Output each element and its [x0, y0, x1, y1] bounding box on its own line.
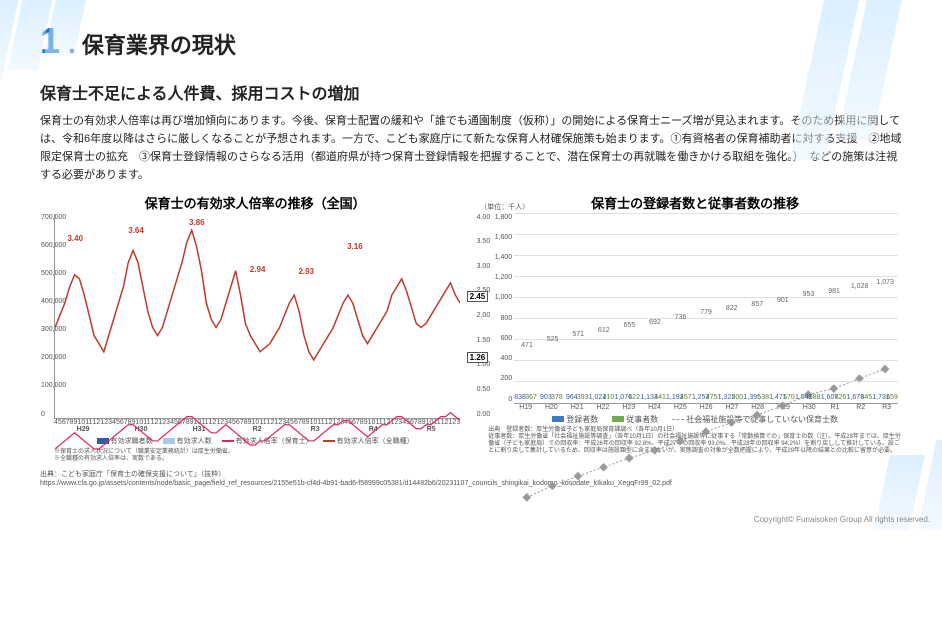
x-axis-right: H19H20H21H22H23H24H25H26H27H28H29H30R1R2…: [514, 404, 898, 411]
unit-label: （単位：千人）: [480, 202, 529, 212]
left-chart-column: 保育士の有効求人倍率の推移（全国） 700,000600,000500,0004…: [40, 193, 470, 465]
subtitle: 保育士不足による人件費、採用コストの増加: [0, 72, 942, 108]
page-header: 1 . 保育業界の現状: [0, 0, 942, 72]
right-chart-legend: 登録者数従事者数社会福祉施設等で従事していない保育士数: [488, 414, 902, 425]
right-chart-title: 保育士の登録者数と従事者数の推移: [488, 193, 902, 212]
right-chart-column: 保育士の登録者数と従事者数の推移 （単位：千人） 1,8001,6001,400…: [488, 193, 902, 465]
y-axis-right: 1,8001,6001,4001,2001,0008006004002000: [488, 214, 512, 403]
left-chart-area: 700,000600,000500,000400,000300,000200,0…: [54, 214, 460, 419]
right-footnote: 出典 登録者数：厚生労働省子ども家庭局保育課調べ（各年10月1日）従事者数：厚生…: [488, 427, 902, 456]
right-chart-area: 1,8001,6001,4001,2001,0008006004002000 8…: [514, 214, 898, 404]
page-title: 保育業界の現状: [82, 28, 236, 60]
copyright: Copyright© Funaisoken Group All rights r…: [754, 515, 930, 524]
left-chart-title: 保育士の有効求人倍率の推移（全国）: [40, 193, 470, 212]
